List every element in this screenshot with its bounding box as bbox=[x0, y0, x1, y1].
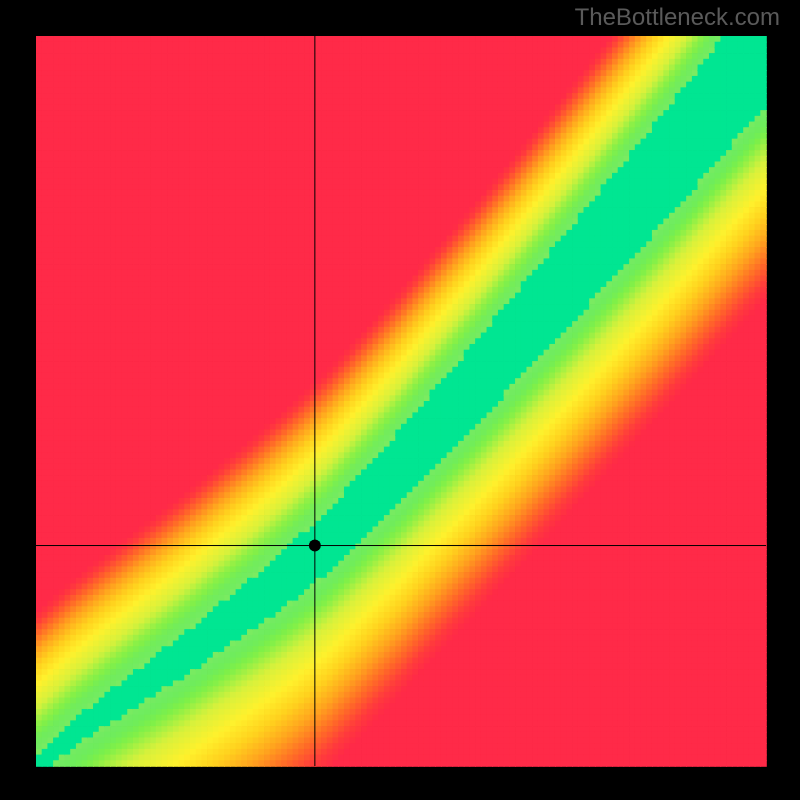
watermark-text: TheBottleneck.com bbox=[575, 4, 780, 32]
root: { "watermark": { "text": "TheBottleneck.… bbox=[0, 0, 800, 800]
bottleneck-heatmap bbox=[0, 0, 800, 800]
